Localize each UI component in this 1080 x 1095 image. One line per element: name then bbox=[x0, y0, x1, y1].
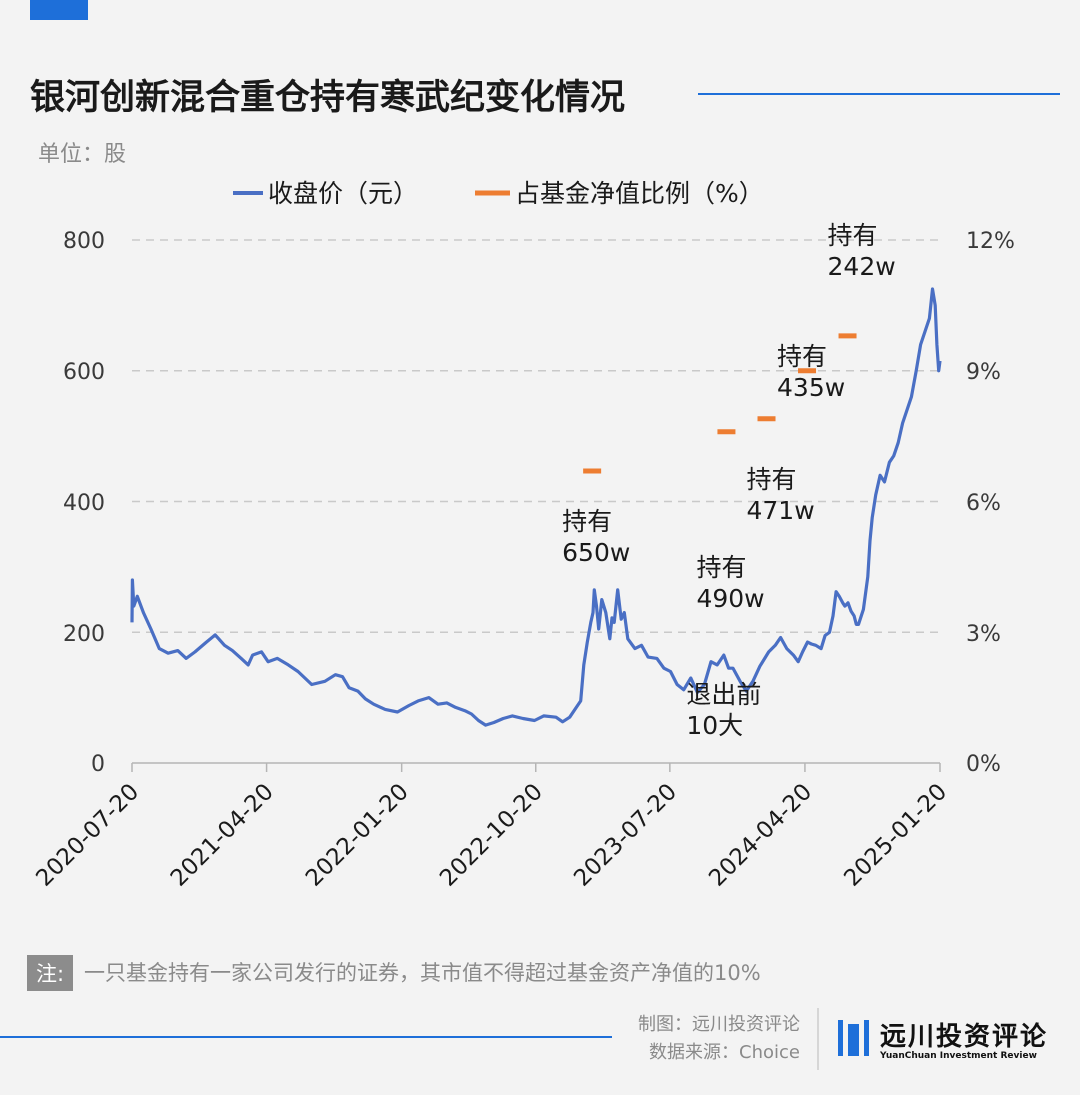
series-price bbox=[130, 287, 942, 727]
note-text: 一只基金持有一家公司发行的证券，其市值不得超过基金资产净值的10% bbox=[84, 961, 761, 985]
y-right-tick-9: 9% bbox=[966, 360, 1001, 385]
note-label-box bbox=[27, 955, 73, 991]
top-accent-block bbox=[30, 0, 88, 20]
y-axis-left: 800 600 400 200 0 bbox=[63, 229, 105, 777]
series-ratio bbox=[583, 333, 857, 474]
y-right-tick-6: 6% bbox=[966, 491, 1001, 516]
price-line bbox=[130, 287, 942, 727]
logo-cn: 远川投资评论 bbox=[880, 1022, 1048, 1052]
y-axis-right: 12% 9% 6% 3% 0% bbox=[966, 229, 1015, 777]
unit-label: 单位：股 bbox=[38, 142, 126, 167]
y-left-tick-800: 800 bbox=[63, 229, 105, 254]
annotation-label: 持有 bbox=[696, 553, 746, 582]
annotation-label: 退出前 bbox=[686, 680, 761, 709]
y-left-tick-200: 200 bbox=[63, 622, 105, 647]
logo-bars-icon bbox=[838, 1020, 869, 1056]
y-right-tick-12: 12% bbox=[966, 229, 1015, 254]
annotation-label: 持有 bbox=[828, 221, 878, 250]
legend-label-price: 收盘价（元） bbox=[268, 179, 418, 208]
annotation-label: 471w bbox=[747, 496, 815, 525]
credit-source: 数据来源：Choice bbox=[649, 1042, 800, 1063]
chart-title: 银河创新混合重仓持有寒武纪变化情况 bbox=[30, 78, 625, 118]
legend: 收盘价（元） 占基金净值比例（%） bbox=[233, 179, 764, 208]
annotation-label: 650w bbox=[562, 538, 630, 567]
y-left-tick-400: 400 bbox=[63, 491, 105, 516]
y-left-tick-600: 600 bbox=[63, 360, 105, 385]
brand-logo: 远川投资评论 YuanChuan Investment Review bbox=[838, 1020, 1048, 1061]
annotation-label: 490w bbox=[696, 584, 764, 613]
annotation-label: 10大 bbox=[686, 711, 743, 740]
annotation-label: 持有 bbox=[562, 507, 612, 536]
annotation-label: 435w bbox=[777, 373, 845, 402]
annotation-label: 持有 bbox=[747, 465, 797, 494]
y-right-tick-3: 3% bbox=[966, 622, 1001, 647]
legend-label-ratio: 占基金净值比例（%） bbox=[515, 179, 764, 208]
credit-maker: 制图：远川投资评论 bbox=[638, 1014, 800, 1035]
annotation-label: 242w bbox=[828, 252, 896, 281]
y-left-tick-0: 0 bbox=[91, 752, 105, 777]
note-label: 注: bbox=[36, 962, 64, 986]
annotation-label: 持有 bbox=[777, 342, 827, 371]
y-right-tick-0: 0% bbox=[966, 752, 1001, 777]
footnote: 注: 一只基金持有一家公司发行的证券，其市值不得超过基金资产净值的10% bbox=[27, 955, 761, 991]
logo-en: YuanChuan Investment Review bbox=[879, 1051, 1037, 1061]
